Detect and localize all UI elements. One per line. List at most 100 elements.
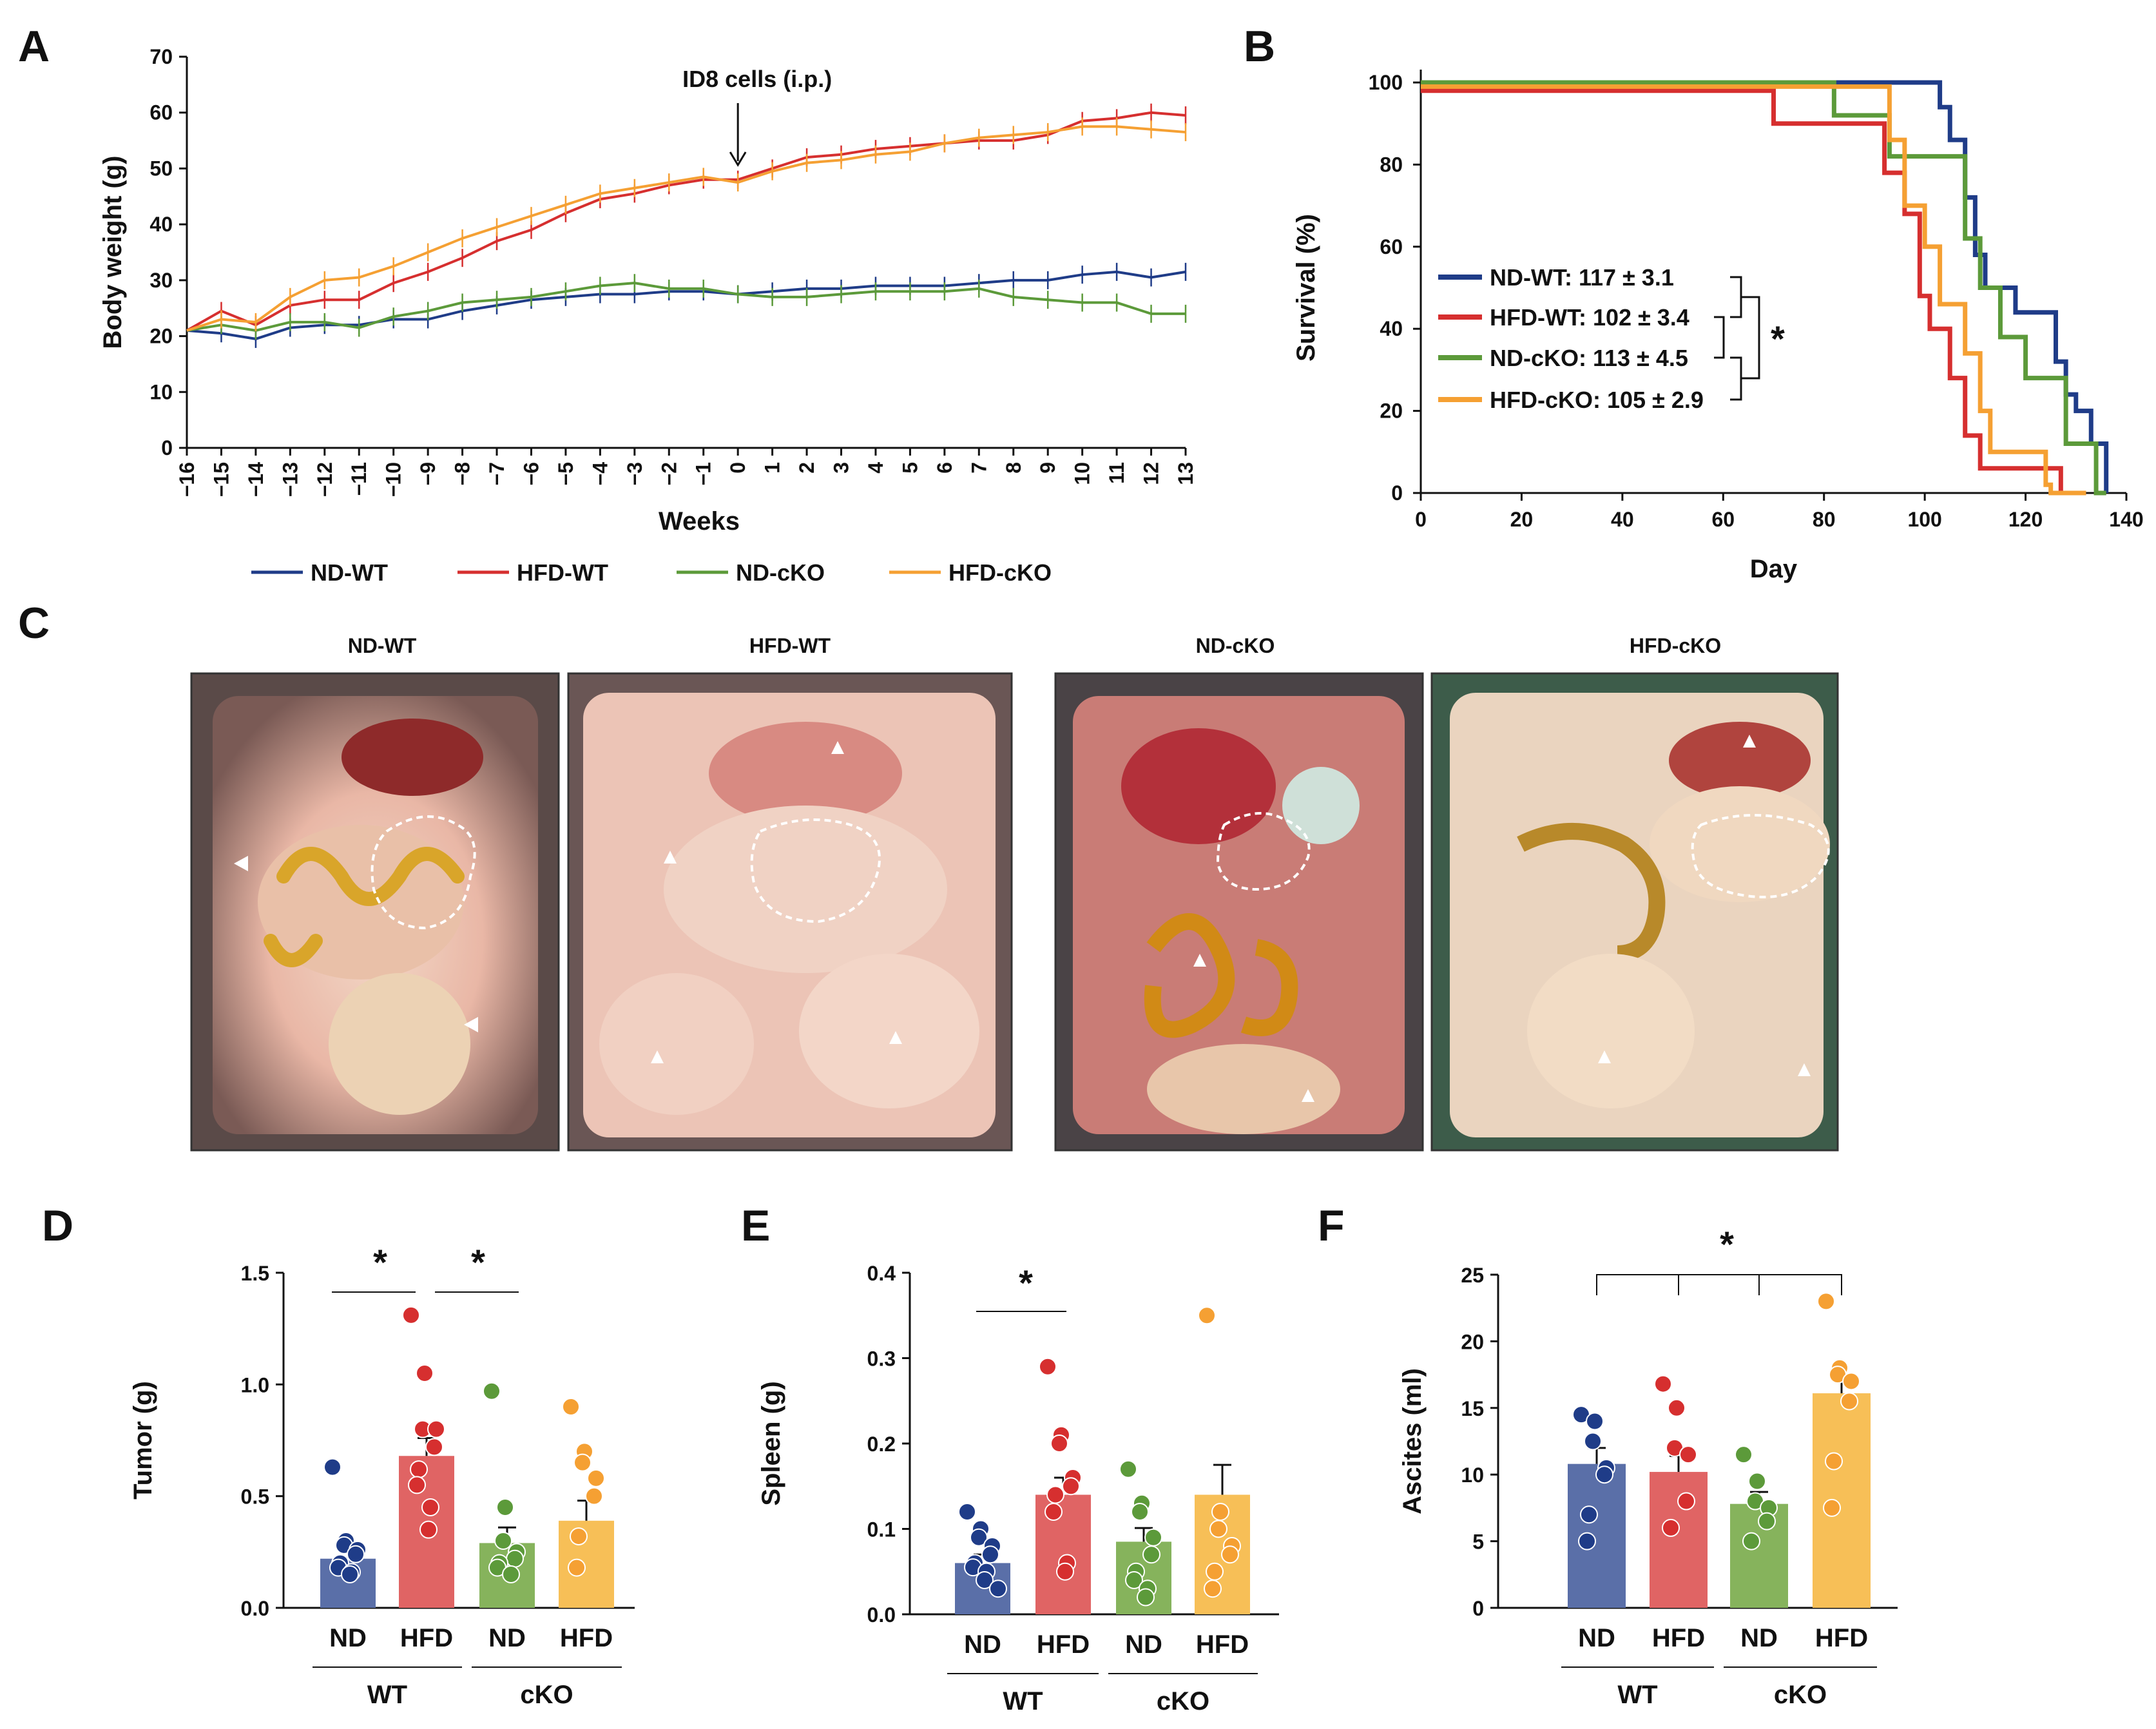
legend-label-hfd-wt: HFD-WT <box>517 559 608 586</box>
photo-title-hfd-cko: HFD-cKO <box>1630 634 1721 657</box>
a-x-tick-label: 8 <box>1002 462 1025 474</box>
b-x-tick-label: 120 <box>2008 508 2043 531</box>
b-legend-label-nd-cko: ND-cKO: 113 ± 4.5 <box>1490 345 1688 371</box>
e-y-tick-label: 0.3 <box>867 1347 896 1371</box>
f-point-nd-wt <box>1578 1532 1596 1550</box>
e-group-label-wt: WT <box>1003 1687 1043 1715</box>
b-y-tick-label: 60 <box>1380 235 1403 258</box>
a-y-axis-label: Body weight (g) <box>99 156 127 349</box>
d-point-hfd-wt <box>421 1498 439 1516</box>
e-bar-hfd-wt <box>1035 1494 1091 1614</box>
d-point-hfd-cko <box>568 1558 586 1577</box>
a-annotation: ID8 cells (i.p.) <box>682 66 832 92</box>
d-point-nd-wt <box>323 1458 342 1476</box>
e-point-nd-wt <box>981 1545 999 1564</box>
d-point-hfd-cko <box>587 1469 605 1487</box>
e-point-nd-cko <box>1131 1503 1149 1521</box>
e-point-hfd-cko <box>1206 1562 1224 1581</box>
panel-label-e: E <box>741 1201 770 1250</box>
f-group-label-wt: WT <box>1617 1681 1657 1709</box>
b-y-tick-label: 20 <box>1380 400 1403 423</box>
f-sig-star: * <box>1720 1224 1734 1264</box>
a-x-tick-label: 4 <box>864 462 887 474</box>
d-point-hfd-cko <box>570 1527 588 1546</box>
a-x-tick-label: 11 <box>1105 462 1128 484</box>
d-y-tick-label: 0.5 <box>241 1485 269 1509</box>
photo-title-hfd-wt: HFD-WT <box>749 634 831 657</box>
b-series-line-nd-wt <box>1421 80 2109 493</box>
e-point-nd-cko <box>1119 1460 1137 1478</box>
a-x-tick-label: 0 <box>726 462 749 474</box>
d-sig-star-1: * <box>373 1242 387 1282</box>
f-y-tick-label: 10 <box>1461 1463 1484 1487</box>
e-point-nd-wt <box>976 1571 994 1589</box>
photo-hfd-cko <box>1430 672 1839 1152</box>
a-y-tick-label: 30 <box>149 269 173 292</box>
d-point-nd-cko <box>483 1382 501 1400</box>
f-point-nd-wt <box>1595 1465 1613 1484</box>
a-x-tick-label: −12 <box>313 462 336 497</box>
e-point-hfd-wt <box>1056 1562 1074 1581</box>
a-x-tick-label: −5 <box>554 462 577 485</box>
f-category-label-nd-cko: ND <box>1740 1624 1778 1652</box>
a-x-tick-label: 13 <box>1174 462 1197 485</box>
a-x-tick-label: 5 <box>898 462 921 474</box>
b-x-tick-label: 60 <box>1711 508 1735 531</box>
a-x-tick-label: −15 <box>209 462 233 497</box>
f-point-nd-wt <box>1584 1432 1602 1451</box>
organ-liver <box>342 719 483 796</box>
e-category-label-nd-cko: ND <box>1125 1630 1162 1659</box>
b-bracket-4 <box>1714 316 1725 359</box>
a-x-tick-label: 7 <box>967 462 990 474</box>
e-point-hfd-wt <box>1050 1434 1068 1453</box>
d-group-label-cko: cKO <box>520 1681 573 1709</box>
f-point-hfd-wt <box>1677 1492 1695 1511</box>
chart-e: 0.0 0.1 0.2 0.3 0.4 Spleen (g) ND HFD ND HFD WT cKO… <box>757 1262 1279 1715</box>
e-y-tick-label: 0.2 <box>867 1433 896 1456</box>
d-category-label-nd-cko: ND <box>488 1624 526 1652</box>
a-y-tick-label: 40 <box>149 213 173 236</box>
e-y-tick-label: 0.1 <box>867 1518 896 1541</box>
a-x-tick-label: 2 <box>795 462 818 474</box>
e-group-label-cko: cKO <box>1157 1687 1209 1715</box>
a-x-tick-label: 6 <box>933 462 956 474</box>
a-x-tick-label: −1 <box>692 462 715 485</box>
b-x-tick-label: 20 <box>1510 508 1534 531</box>
b-x-tick-label: 0 <box>1415 508 1427 531</box>
f-point-hfd-cko <box>1825 1452 1843 1471</box>
f-point-nd-wt <box>1580 1505 1598 1524</box>
e-sig-star-1: * <box>1019 1262 1033 1303</box>
e-point-nd-cko <box>1137 1588 1155 1607</box>
f-point-nd-wt <box>1586 1412 1604 1431</box>
photo-title-nd-wt: ND-WT <box>348 634 417 657</box>
f-category-label-hfd-cko: HFD <box>1815 1624 1868 1652</box>
panel-label-d: D <box>42 1201 73 1250</box>
e-point-hfd-cko <box>1209 1520 1227 1538</box>
d-y-tick-label: 0.0 <box>241 1597 269 1620</box>
f-y-axis-label: Ascites (ml) <box>1398 1368 1427 1514</box>
d-point-hfd-cko <box>585 1487 603 1505</box>
e-point-nd-wt <box>989 1579 1007 1598</box>
a-x-tick-label: −6 <box>519 462 543 485</box>
chart-f: 0 5 10 15 20 25 Ascites (ml) ND HFD ND HFD WT cKO * <box>1398 1224 1898 1709</box>
f-y-tick-label: 15 <box>1461 1397 1484 1420</box>
f-point-hfd-cko <box>1840 1392 1858 1411</box>
photo-nd-cko <box>1054 672 1424 1152</box>
e-point-hfd-cko <box>1204 1579 1222 1598</box>
photo-nd-wt <box>190 672 560 1152</box>
a-x-tick-label: −11 <box>347 462 371 496</box>
b-x-tick-label: 80 <box>1813 508 1836 531</box>
a-x-tick-label: 12 <box>1140 462 1163 485</box>
b-y-tick-label: 40 <box>1380 317 1403 340</box>
d-y-tick-label: 1.5 <box>241 1262 269 1285</box>
a-series-line-hfd-cko <box>186 125 1186 332</box>
chart-b: 0 20 40 60 80 100 0 20 40 60 80 100 120 140 Day Surviva… <box>1292 70 2144 583</box>
b-x-tick-label: 140 <box>2109 508 2143 531</box>
a-x-tick-label: 1 <box>761 462 784 474</box>
b-legend-label-hfd-wt: HFD-WT: 102 ± 3.4 <box>1490 304 1689 331</box>
a-y-tick-label: 70 <box>149 45 173 68</box>
panel-label-f: F <box>1318 1201 1345 1250</box>
photo-hfd-wt <box>567 672 1013 1152</box>
panel-c-photos: ND-WT HFD-WT ND-cKO HFD-cKO <box>190 634 1839 1152</box>
